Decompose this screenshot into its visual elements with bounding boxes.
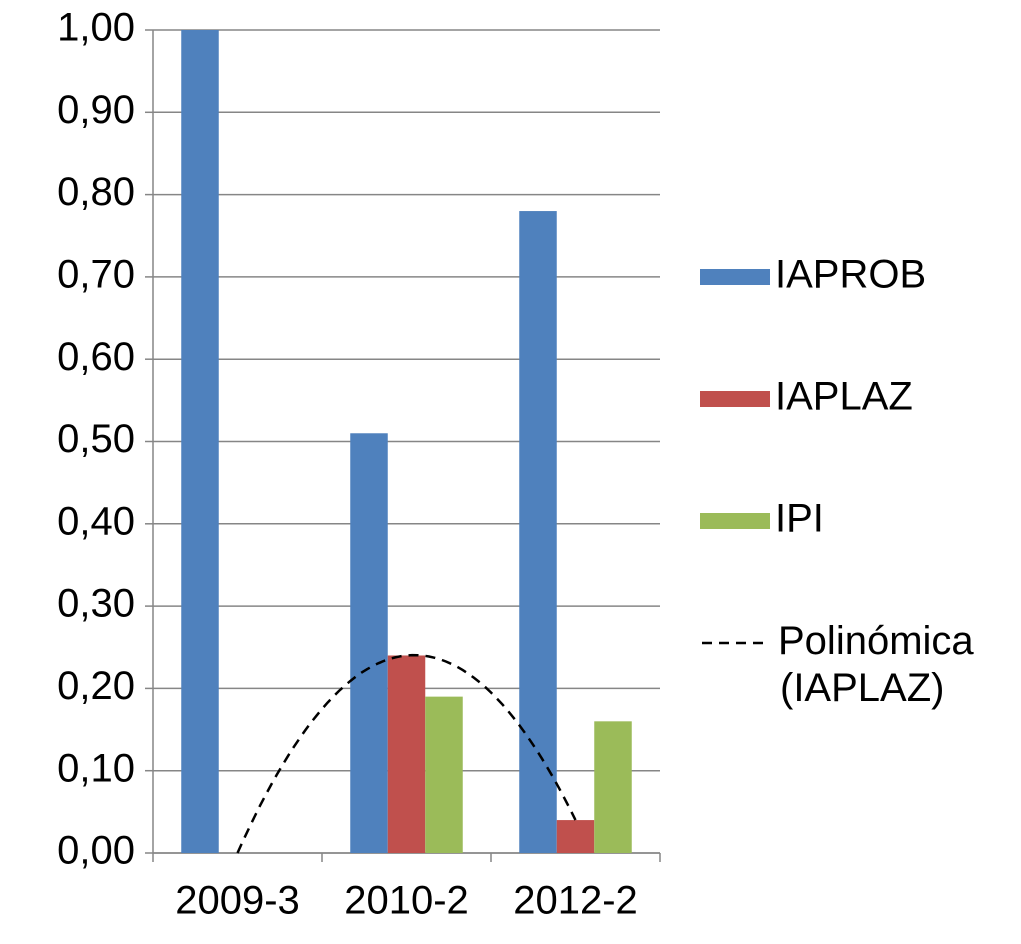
y-tick-label: 0,20 [57,664,135,708]
trendline [236,653,577,854]
legend-label: IPI [775,497,824,541]
x-tick-label: 2009-3 [175,879,300,923]
y-tick-label: 0,60 [57,335,135,379]
bar [181,30,219,853]
bar [350,433,388,853]
bar [594,721,632,853]
bar [519,211,557,853]
y-tick-label: 0,30 [57,582,135,626]
legend-swatch [700,269,770,285]
y-tick-label: 0,40 [57,499,135,543]
y-tick-label: 0,50 [57,417,135,461]
x-tick-label: 2012-2 [513,879,638,923]
y-tick-label: 0,00 [57,829,135,873]
bar [425,696,463,853]
legend-label: IAPROB [775,253,926,297]
bar [387,655,426,853]
legend-swatch [700,391,770,407]
y-tick-label: 0,80 [57,170,135,214]
legend-label: Polinómica (IAPLAZ) [778,619,974,710]
x-tick-label: 2010-2 [344,879,469,923]
y-tick-label: 0,70 [57,252,135,296]
legend-label: IAPLAZ [775,375,913,419]
y-tick-label: 1,00 [57,6,135,50]
bar [556,820,595,853]
y-tick-label: 0,90 [57,88,135,132]
legend-swatch [700,513,770,529]
y-tick-label: 0,10 [57,746,135,790]
